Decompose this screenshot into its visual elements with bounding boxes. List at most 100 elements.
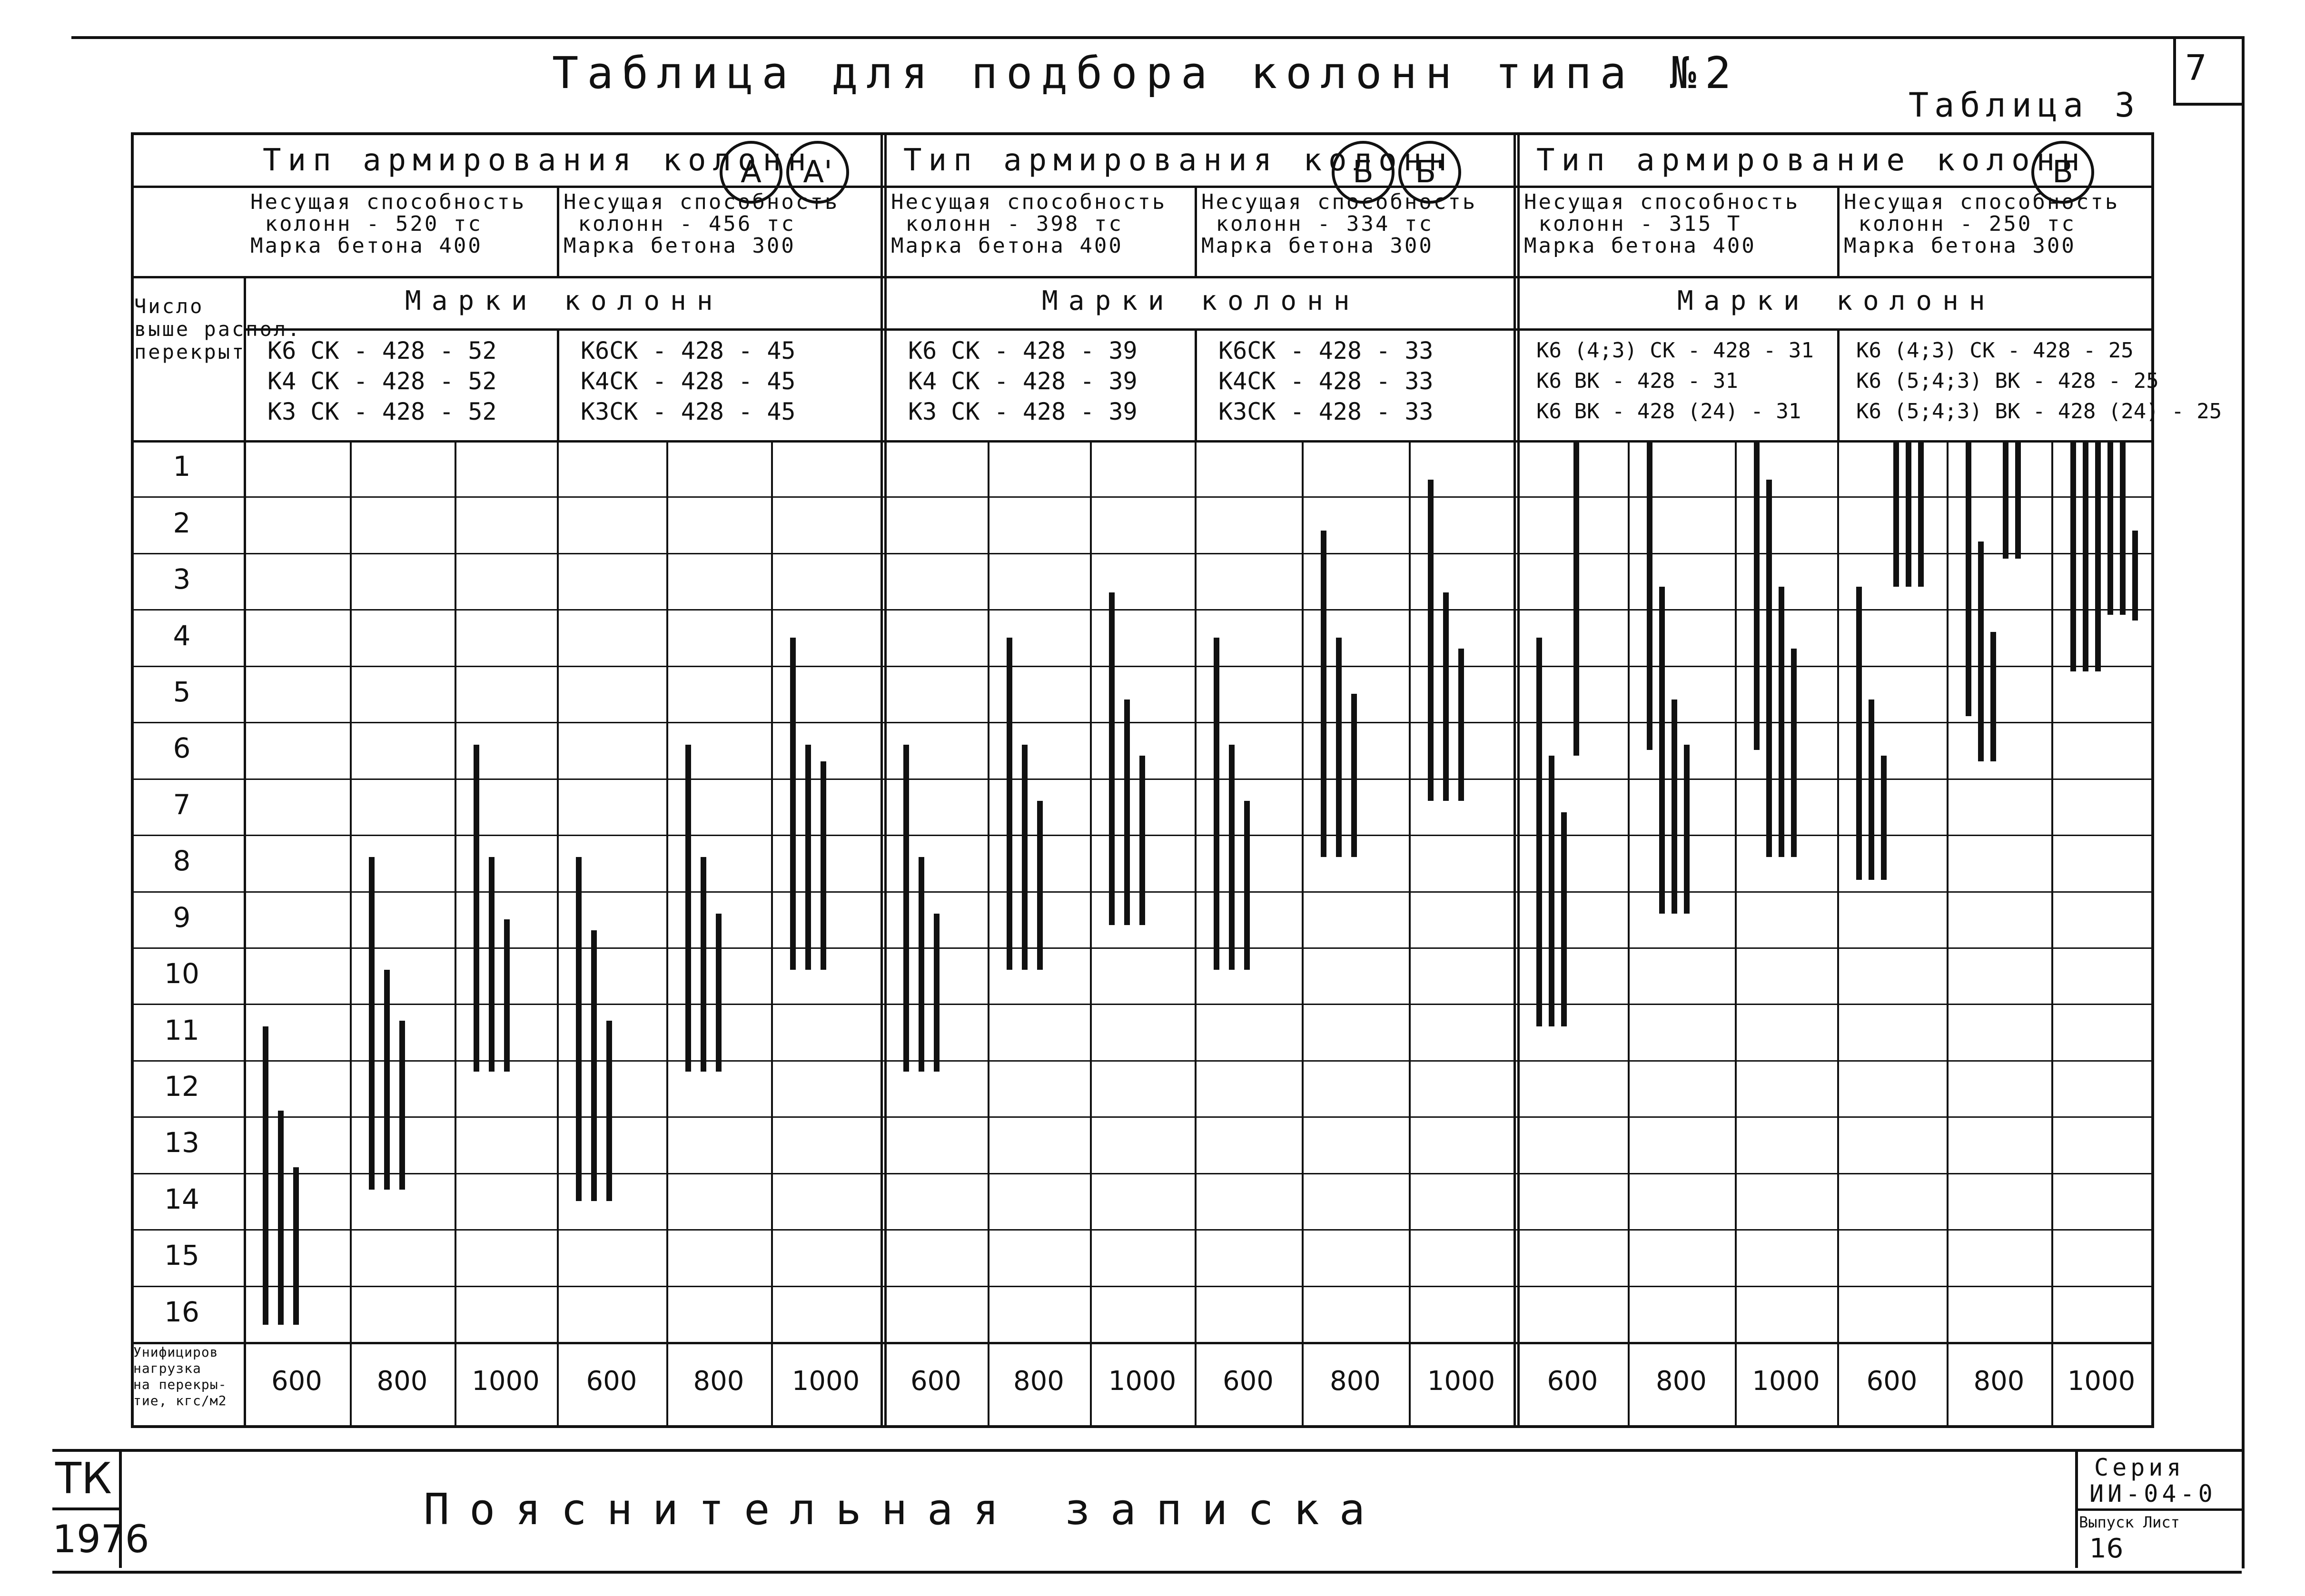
row-line bbox=[131, 609, 2151, 611]
load-column-line bbox=[988, 440, 989, 1425]
row-number-label: 4 bbox=[173, 619, 191, 652]
row-number-label: 7 bbox=[173, 788, 191, 821]
load-column-line bbox=[1837, 440, 1839, 1425]
applicability-bar bbox=[1428, 479, 1434, 801]
header-line bbox=[131, 440, 2151, 443]
applicability-bar bbox=[2015, 440, 2021, 559]
applicability-bar bbox=[1881, 756, 1887, 880]
applicability-bar bbox=[1647, 440, 1652, 750]
load-value-label: 800 bbox=[693, 1366, 744, 1397]
row-number-label: 6 bbox=[173, 732, 191, 765]
applicability-bar bbox=[489, 857, 495, 1072]
applicability-bar bbox=[1966, 440, 1971, 717]
applicability-bar bbox=[1869, 699, 1874, 880]
applicability-bar bbox=[1124, 699, 1130, 925]
subgroup-divider bbox=[1837, 328, 1840, 440]
applicability-bar bbox=[1672, 699, 1677, 914]
load-value-label: 600 bbox=[271, 1366, 322, 1397]
applicability-bar bbox=[504, 919, 510, 1072]
table-border-bottom bbox=[131, 1425, 2151, 1428]
subgroup-divider bbox=[1195, 186, 1197, 276]
load-column-line bbox=[771, 440, 773, 1425]
footer-series-label: Серия bbox=[2094, 1454, 2185, 1481]
marks-label: Марки колонн bbox=[1677, 286, 1996, 316]
table-label: Таблица 3 bbox=[1909, 86, 2141, 125]
capacity-text: Несущая способность колонн - 334 тс Марк… bbox=[1201, 190, 1477, 258]
load-column-line bbox=[557, 440, 559, 1425]
applicability-bar bbox=[1918, 440, 1924, 587]
applicability-bar bbox=[293, 1167, 299, 1325]
footer-org-box bbox=[52, 1449, 122, 1568]
applicability-bar bbox=[1139, 756, 1145, 925]
footer-series-value: ИИ-04-0 bbox=[2089, 1480, 2216, 1507]
header-line bbox=[244, 328, 2151, 331]
column-marks-text: К6 СК - 428 - 39 К4 СК - 428 - 39 К3 СК … bbox=[908, 337, 1138, 425]
load-header-label: Унифициров нагрузка на перекры- тие, кгс… bbox=[133, 1344, 227, 1409]
footer-org-bottom: 1976 bbox=[52, 1517, 149, 1561]
applicability-bar bbox=[1536, 637, 1542, 1026]
load-column-line bbox=[455, 440, 456, 1425]
applicability-bar bbox=[263, 1026, 268, 1325]
load-column-line bbox=[1195, 440, 1197, 1425]
load-value-label: 1000 bbox=[472, 1366, 540, 1397]
column-marks-text: К6 СК - 428 - 52 К4 СК - 428 - 52 К3 СК … bbox=[267, 337, 497, 425]
applicability-bar bbox=[2132, 530, 2138, 621]
applicability-bar bbox=[1007, 637, 1012, 970]
capacity-text: Несущая способность колонн - 398 тс Марк… bbox=[891, 190, 1167, 258]
applicability-bar bbox=[2070, 440, 2076, 671]
column-marks-text: К6 (4;3) СК - 428 - 25 К6 (5;4;3) ВК - 4… bbox=[1856, 338, 2222, 424]
load-column-line bbox=[1409, 440, 1411, 1425]
load-value-label: 600 bbox=[586, 1366, 637, 1397]
applicability-bar bbox=[1906, 440, 1911, 587]
applicability-bar bbox=[1109, 592, 1115, 925]
armature-type-mark-icon: В bbox=[2031, 141, 2094, 204]
applicability-bar bbox=[1573, 440, 1579, 756]
top-rule bbox=[71, 36, 2242, 39]
load-row-line bbox=[131, 1342, 2151, 1344]
applicability-bar bbox=[1990, 631, 1996, 762]
page-number-box bbox=[2173, 36, 2245, 106]
armature-type-mark-icon: Б' bbox=[1398, 141, 1461, 204]
footer-series-divider bbox=[2075, 1508, 2242, 1511]
row-number-label: 1 bbox=[173, 450, 191, 483]
column-marks-text: К6СК - 428 - 45 К4СК - 428 - 45 К3СК - 4… bbox=[581, 337, 796, 425]
applicability-bar bbox=[2095, 440, 2101, 671]
marks-label: Марки колонн bbox=[405, 286, 723, 316]
marks-label: Марки колонн bbox=[1042, 286, 1360, 316]
row-line bbox=[131, 1172, 2151, 1174]
group-type-label: Тип армирования колонн bbox=[263, 143, 813, 178]
armature-type-mark-icon: Б bbox=[1332, 141, 1395, 204]
row-number-label: 10 bbox=[164, 957, 199, 990]
applicability-bar bbox=[685, 744, 691, 1072]
applicability-bar bbox=[474, 744, 479, 1072]
table-border-right bbox=[2151, 132, 2154, 1428]
applicability-bar bbox=[1022, 744, 1028, 970]
footer-title: Пояснительная записка bbox=[424, 1485, 1385, 1535]
row-line bbox=[131, 1229, 2151, 1231]
applicability-bar bbox=[606, 1020, 612, 1201]
column-marks-text: К6 (4;3) СК - 428 - 31 К6 ВК - 428 - 31 … bbox=[1536, 338, 1814, 424]
capacity-text: Несущая способность колонн - 250 тс Марк… bbox=[1844, 190, 2120, 258]
applicability-bar bbox=[790, 637, 796, 970]
capacity-text: Несущая способность колонн - 315 Т Марка… bbox=[1524, 190, 1800, 258]
applicability-bar bbox=[1893, 440, 1899, 587]
footer-sheet-value: 16 bbox=[2089, 1533, 2124, 1564]
row-number-label: 8 bbox=[173, 845, 191, 877]
applicability-bar bbox=[1351, 693, 1357, 857]
load-value-label: 1000 bbox=[2067, 1366, 2136, 1397]
applicability-bar bbox=[919, 857, 924, 1072]
capacity-text: Несущая способность колонн - 456 тс Марк… bbox=[564, 190, 840, 258]
page-title: Таблица для подбора колонн типа №2 bbox=[552, 48, 1740, 99]
applicability-bar bbox=[369, 857, 375, 1190]
applicability-bar bbox=[1321, 530, 1326, 857]
row-line bbox=[131, 552, 2151, 554]
load-column-line bbox=[666, 440, 668, 1425]
row-number-label: 3 bbox=[173, 563, 191, 596]
row-number-label: 12 bbox=[164, 1070, 199, 1103]
applicability-bar bbox=[1037, 801, 1043, 970]
row-line bbox=[131, 947, 2151, 949]
applicability-bar bbox=[1214, 637, 1219, 970]
applicability-bar bbox=[1229, 744, 1235, 970]
applicability-bar bbox=[1659, 586, 1665, 914]
